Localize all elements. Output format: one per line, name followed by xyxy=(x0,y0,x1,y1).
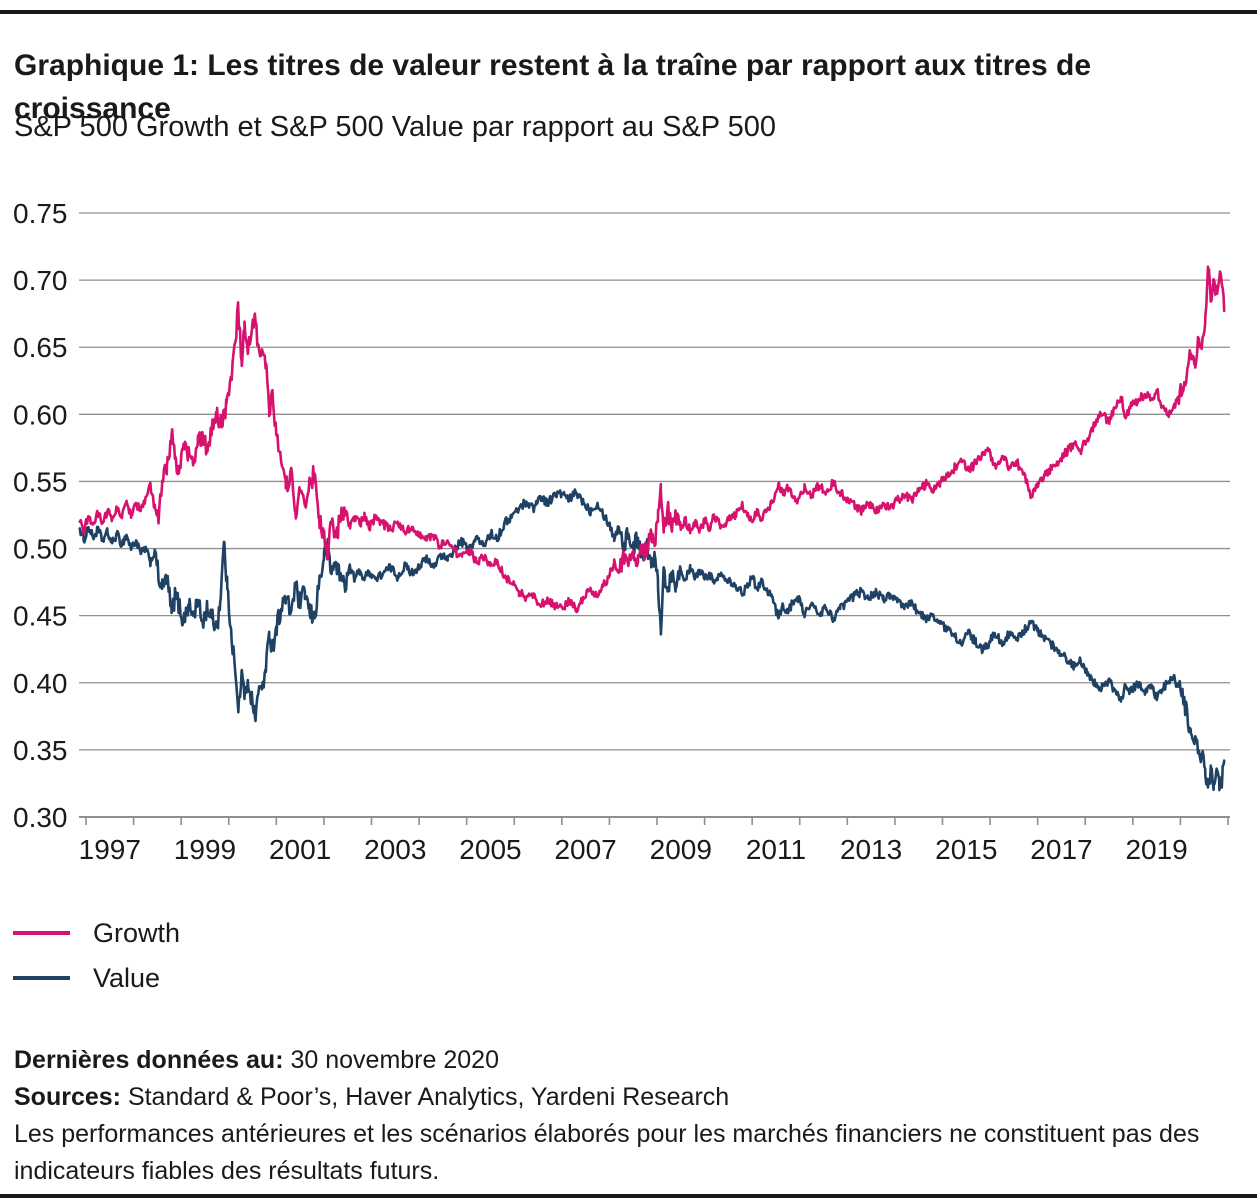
y-axis-tick-label: 0.70 xyxy=(13,265,68,296)
x-axis-tick-label: 2019 xyxy=(1125,834,1187,865)
x-axis-tick-label: 2017 xyxy=(1030,834,1092,865)
line-chart: 0.75 0.70 0.65 0.60 0.55 0.50 0.45 0.40 0.35 0.30… xyxy=(13,198,1230,865)
bottom-rule xyxy=(0,1194,1257,1198)
value-line-swatch xyxy=(13,976,70,980)
x-axis-tick-label: 2013 xyxy=(840,834,902,865)
y-axis-tick-label: 0.55 xyxy=(13,466,68,497)
x-axis-tick-label: 2011 xyxy=(746,834,806,865)
footer-sources: Sources: Standard & Poor’s, Haver Analyt… xyxy=(14,1079,1241,1116)
legend-item-growth: Growth xyxy=(13,918,180,948)
footer-disclaimer: Les performances antérieures et les scén… xyxy=(14,1120,1200,1185)
y-axis-tick-label: 0.75 xyxy=(13,198,68,229)
chart-subtitle: S&P 500 Growth et S&P 500 Value par rapp… xyxy=(14,111,777,143)
y-axis-tick-label: 0.50 xyxy=(13,534,68,565)
y-axis-tick-label: 0.30 xyxy=(13,802,68,833)
y-axis-tick-label: 0.60 xyxy=(13,399,68,430)
legend-item-value: Value xyxy=(13,963,160,993)
y-axis-tick-label: 0.65 xyxy=(13,332,68,363)
x-axis-tick-label: 2009 xyxy=(650,834,712,865)
y-axis-tick-label: 0.40 xyxy=(13,668,68,699)
x-axis-tick-label: 1999 xyxy=(174,834,236,865)
series-line-value xyxy=(78,488,1226,792)
y-axis-tick-label: 0.35 xyxy=(13,735,68,766)
top-rule xyxy=(0,10,1257,14)
last-data-value: 30 novembre 2020 xyxy=(290,1046,499,1074)
legend-label-growth: Growth xyxy=(93,917,181,948)
sources-value: Standard & Poor’s, Haver Analytics, Yard… xyxy=(127,1083,730,1111)
x-axis-tick-label: 2001 xyxy=(269,834,331,865)
growth-line-swatch xyxy=(13,931,70,935)
last-data-label: Dernières données au: xyxy=(14,1046,284,1074)
series-line-growth xyxy=(78,265,1226,614)
x-axis-tick-label: 2015 xyxy=(935,834,997,865)
footer-last-data: Dernières données au: 30 novembre 2020 xyxy=(14,1042,1241,1079)
legend-label-value: Value xyxy=(93,962,161,993)
x-axis-tick-label: 1997 xyxy=(79,834,141,865)
chart-title: Graphique 1: Les titres de valeur resten… xyxy=(14,49,1092,126)
y-axis-tick-label: 0.45 xyxy=(13,601,68,632)
x-axis-tick-label: 2007 xyxy=(554,834,616,865)
x-axis-tick-label: 2003 xyxy=(364,834,426,865)
sources-label: Sources: xyxy=(14,1083,121,1111)
x-axis-tick-label: 2005 xyxy=(459,834,521,865)
